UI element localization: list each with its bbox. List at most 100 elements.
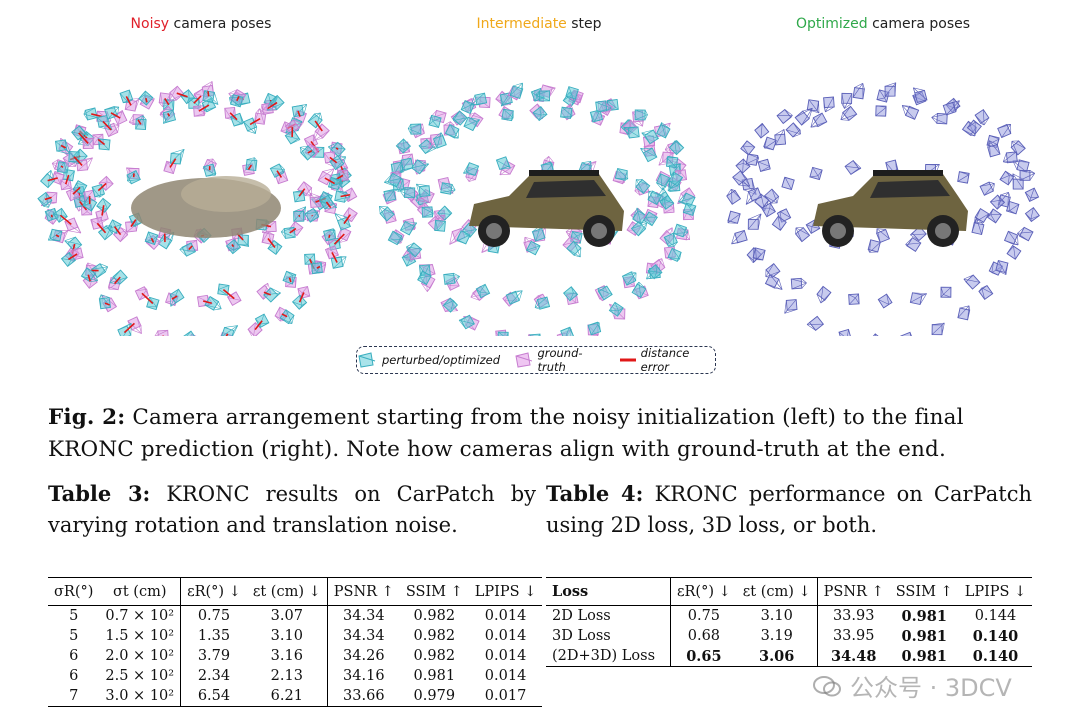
estimated-camera xyxy=(997,123,1012,139)
table-cell: 2.34 xyxy=(197,668,231,684)
distance-error-line xyxy=(331,251,338,263)
estimated-camera xyxy=(395,138,412,154)
table-cell: 0.982 xyxy=(413,648,456,664)
table-cell: 7 xyxy=(69,688,79,704)
estimated-camera xyxy=(971,218,985,236)
estimated-camera xyxy=(399,220,418,236)
distance-error-line xyxy=(101,205,105,216)
estimated-camera xyxy=(910,225,927,242)
estimated-camera xyxy=(816,285,832,304)
estimated-camera xyxy=(180,89,196,105)
estimated-camera xyxy=(621,271,637,286)
estimated-camera xyxy=(525,240,541,256)
estimated-camera xyxy=(774,129,787,146)
distance-error-line xyxy=(145,97,148,103)
table-row: 3D Loss 0.68 3.19 33.95 0.981 0.140 xyxy=(546,626,1032,646)
estimated-camera xyxy=(444,124,460,139)
table-cell: 33.66 xyxy=(343,688,385,704)
estimated-camera xyxy=(901,105,920,120)
table-cell: 0.68 xyxy=(687,628,721,644)
estimated-camera xyxy=(497,331,509,336)
estimated-camera xyxy=(562,286,579,302)
distance-error-line xyxy=(169,158,177,168)
estimated-camera xyxy=(501,108,514,122)
estimated-camera xyxy=(745,153,760,166)
figure-label: Fig. 2: xyxy=(48,405,126,430)
estimated-camera xyxy=(784,299,798,314)
estimated-camera xyxy=(727,210,741,224)
table-header: εR(°) ↓ xyxy=(180,577,247,606)
estimated-camera xyxy=(80,267,98,283)
estimated-camera xyxy=(117,322,132,336)
estimated-camera xyxy=(587,321,602,336)
distance-error-line xyxy=(68,253,78,261)
estimated-camera xyxy=(529,333,541,336)
estimated-camera xyxy=(47,228,63,242)
table-cell: 5 xyxy=(69,628,79,644)
table-cell: 0.7 × 10² xyxy=(99,605,182,626)
table-cell: (2D+3D) Loss xyxy=(546,646,671,667)
distance-error-line xyxy=(202,300,212,305)
table-cell: 1.5 × 10² xyxy=(99,626,182,646)
camera-plot-noisy xyxy=(37,81,358,336)
estimated-camera xyxy=(109,269,128,285)
estimated-camera xyxy=(776,108,793,125)
table-cell: 3.10 xyxy=(246,626,328,646)
estimated-camera xyxy=(852,83,865,100)
distance-error-line xyxy=(249,117,261,126)
table-cell: 5 xyxy=(69,608,79,624)
estimated-camera xyxy=(416,183,431,198)
table-cell: 2.13 xyxy=(246,666,328,686)
estimated-camera xyxy=(643,211,658,227)
table-header: σt (cm) xyxy=(99,577,182,606)
estimated-camera xyxy=(909,292,927,306)
estimated-camera xyxy=(334,213,351,231)
estimated-camera xyxy=(682,202,697,217)
distance-error-line xyxy=(137,119,142,125)
estimated-camera xyxy=(806,315,825,331)
distance-error-line xyxy=(207,91,210,97)
estimated-camera xyxy=(440,182,456,195)
distance-error-line xyxy=(298,214,301,218)
table-cell: 0.979 xyxy=(413,688,456,704)
distance-error-line xyxy=(343,214,352,225)
legend-item-distance: distance error xyxy=(619,346,715,374)
estimated-camera xyxy=(726,188,742,205)
estimated-camera xyxy=(747,213,762,230)
distance-error-line xyxy=(60,144,67,149)
estimated-camera xyxy=(1019,169,1035,181)
distance-error-line xyxy=(325,201,332,209)
distance-error-line xyxy=(236,96,240,102)
estimated-camera xyxy=(269,163,285,178)
estimated-camera xyxy=(535,90,551,102)
estimated-camera xyxy=(752,247,766,261)
distance-error-line xyxy=(97,182,107,192)
estimated-camera xyxy=(534,296,551,310)
estimated-camera xyxy=(475,283,491,299)
table3-caption: Table 3: KRONC results on CarPatch by va… xyxy=(48,478,536,541)
distance-error-line xyxy=(47,177,58,182)
estimated-camera xyxy=(456,230,471,245)
distance-error-line xyxy=(288,277,292,283)
distance-error-line xyxy=(324,177,336,185)
panel-title: Intermediate step xyxy=(374,16,704,32)
table-row: (2D+3D) Loss 0.65 3.06 34.48 0.981 0.140 xyxy=(546,646,1032,667)
distance-error-line xyxy=(289,227,297,234)
distance-error-line xyxy=(73,156,83,166)
distance-error-line xyxy=(231,244,235,248)
table-header-row: Loss εR(°) ↓ εt (cm) ↓ PSNR ↑ SSIM ↑ LPI… xyxy=(546,577,1033,606)
estimated-camera xyxy=(411,159,429,175)
estimated-camera xyxy=(509,82,524,99)
estimated-camera xyxy=(966,119,982,135)
table-cell: 0.017 xyxy=(484,688,527,704)
distance-error-line xyxy=(316,265,321,269)
estimated-camera xyxy=(169,148,185,165)
estimated-camera xyxy=(138,90,154,106)
estimated-camera xyxy=(663,232,678,247)
table-cell: 6 xyxy=(69,668,79,684)
table-cell: 0.981 xyxy=(413,668,456,684)
estimated-camera xyxy=(875,228,891,244)
estimated-camera xyxy=(225,239,242,255)
estimated-camera xyxy=(417,270,432,286)
estimated-camera xyxy=(986,208,1002,224)
